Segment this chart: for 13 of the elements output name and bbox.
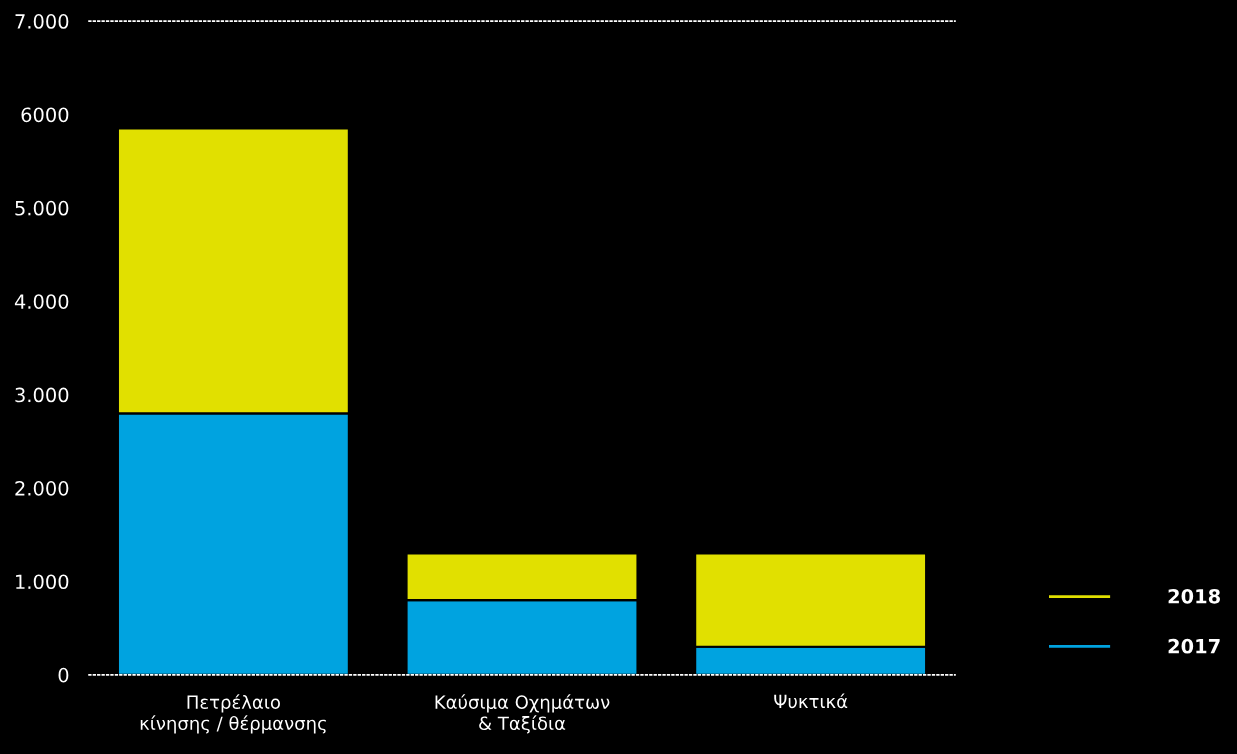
y-tick-label: 6000 (21, 107, 69, 123)
y-tick-label: 7.000 (15, 14, 69, 29)
text: 2017 (1168, 638, 1220, 654)
y-tick-label: 2.000 (15, 481, 69, 496)
x-tick-label: Καύσιμα Οχημάτων & Ταξίδια (435, 694, 610, 734)
y-tick-label: 5.000 (15, 200, 69, 216)
y-tick-label: 0 (58, 667, 69, 683)
x-tick-label: Ψυκτικά (774, 693, 848, 709)
y-tick-label: 4.000 (14, 294, 69, 309)
y-tick-label: 3.000 (15, 387, 69, 403)
x-tick-label: Πετρέλαιο κίνησης / θέρμανσης (140, 694, 326, 734)
y-tick-label: 1.000 (16, 574, 69, 590)
text: 2018 (1168, 588, 1220, 604)
